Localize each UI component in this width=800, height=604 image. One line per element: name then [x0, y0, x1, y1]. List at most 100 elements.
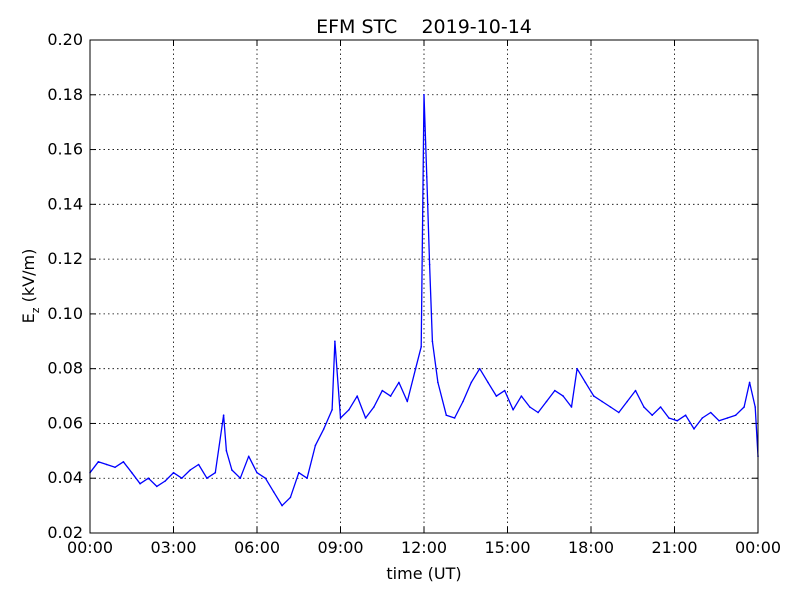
data-point [272, 491, 275, 493]
y-tick-label: 0.02 [47, 523, 83, 542]
data-point [520, 395, 523, 397]
data-point [206, 477, 208, 480]
y-tick-label: 0.12 [47, 249, 83, 268]
x-axis-label: time (UT) [386, 564, 461, 583]
data-point [331, 409, 333, 411]
x-tick-label: 00:00 [735, 538, 781, 557]
y-axis-label-subscript: z [29, 307, 42, 313]
data-point [462, 400, 464, 403]
data-point [247, 455, 250, 458]
y-axis-label-unit: (kV/m) [19, 249, 38, 308]
data-point [398, 381, 400, 384]
data-point [576, 367, 578, 370]
chart-title: EFM STC 2019-10-14 [316, 16, 532, 38]
data-point [420, 346, 423, 348]
data-point [701, 417, 704, 419]
data-point [668, 417, 670, 419]
data-point [231, 469, 233, 471]
data-point [718, 419, 720, 422]
data-point [478, 367, 481, 370]
data-point [406, 400, 409, 403]
data-point [172, 471, 175, 474]
data-point [281, 504, 283, 507]
data-point [529, 406, 531, 408]
data-point [339, 417, 342, 419]
x-tick-label: 06:00 [234, 538, 280, 557]
data-point [239, 477, 242, 480]
data-point [487, 381, 489, 384]
data-point [264, 477, 267, 480]
data-point [626, 400, 628, 403]
data-point [609, 406, 612, 408]
data-point [105, 463, 108, 466]
data-point [593, 395, 595, 397]
data-point [298, 471, 300, 474]
data-point [373, 406, 375, 408]
data-point [495, 395, 498, 397]
y-axis-label-main: E [19, 313, 38, 323]
data-point [381, 389, 384, 392]
data-point [428, 263, 431, 266]
plot-frame [89, 39, 759, 534]
data-point [726, 417, 729, 419]
data-point [584, 381, 587, 384]
x-tick-label: 09:00 [317, 538, 363, 557]
y-tick-label: 0.08 [47, 359, 83, 378]
data-point [643, 406, 645, 408]
data-point [222, 414, 225, 417]
data-point [306, 477, 308, 480]
y-tick-labels: 0.02 0.04 0.06 0.08 0.10 0.12 0.14 0.16 0.18 0.20 [47, 30, 83, 542]
data-point [389, 395, 392, 397]
data-point [709, 411, 712, 414]
data-point [453, 417, 456, 419]
x-tick-labels: 00:00 03:00 06:00 09:00 12:00 15:00 18:00 21:00… [67, 538, 781, 557]
data-point [754, 406, 756, 408]
y-tick-label: 0.18 [47, 85, 83, 104]
x-tick-label: 12:00 [401, 538, 447, 557]
data-point [323, 428, 325, 430]
data-point [414, 367, 417, 370]
data-point [659, 406, 662, 408]
data-point [334, 340, 336, 343]
data-point [156, 485, 158, 488]
data-point [423, 94, 425, 96]
y-tick-label: 0.10 [47, 304, 83, 323]
data-point [512, 409, 514, 411]
data-point [748, 381, 751, 384]
x-tick-label: 03:00 [150, 538, 196, 557]
data-point [684, 414, 687, 417]
data-point [445, 414, 448, 417]
data-point [554, 389, 556, 392]
data-point [570, 406, 573, 408]
data-point [676, 419, 679, 422]
data-point [314, 444, 317, 447]
data-point [289, 496, 292, 499]
data-point [164, 480, 166, 482]
series-layer [89, 94, 759, 507]
data-point [743, 406, 745, 408]
data-point [651, 414, 653, 417]
x-tick-label: 21:00 [651, 538, 697, 557]
y-axis-label: Ez (kV/m) [19, 249, 42, 324]
data-point [618, 411, 620, 414]
data-point [348, 409, 350, 411]
series-line-0 [89, 94, 759, 507]
data-point [426, 176, 428, 178]
data-point [470, 381, 473, 384]
data-point [734, 414, 737, 417]
data-point [693, 428, 695, 430]
data-point [562, 395, 564, 397]
data-point [503, 389, 506, 392]
data-point [189, 469, 191, 471]
x-tick-label: 00:00 [67, 538, 113, 557]
data-point [537, 411, 539, 414]
data-point [97, 461, 100, 463]
data-point [197, 463, 200, 466]
data-point [356, 395, 359, 397]
data-point [114, 466, 116, 469]
data-point [431, 340, 434, 343]
data-point [364, 417, 367, 419]
data-point [256, 471, 258, 474]
